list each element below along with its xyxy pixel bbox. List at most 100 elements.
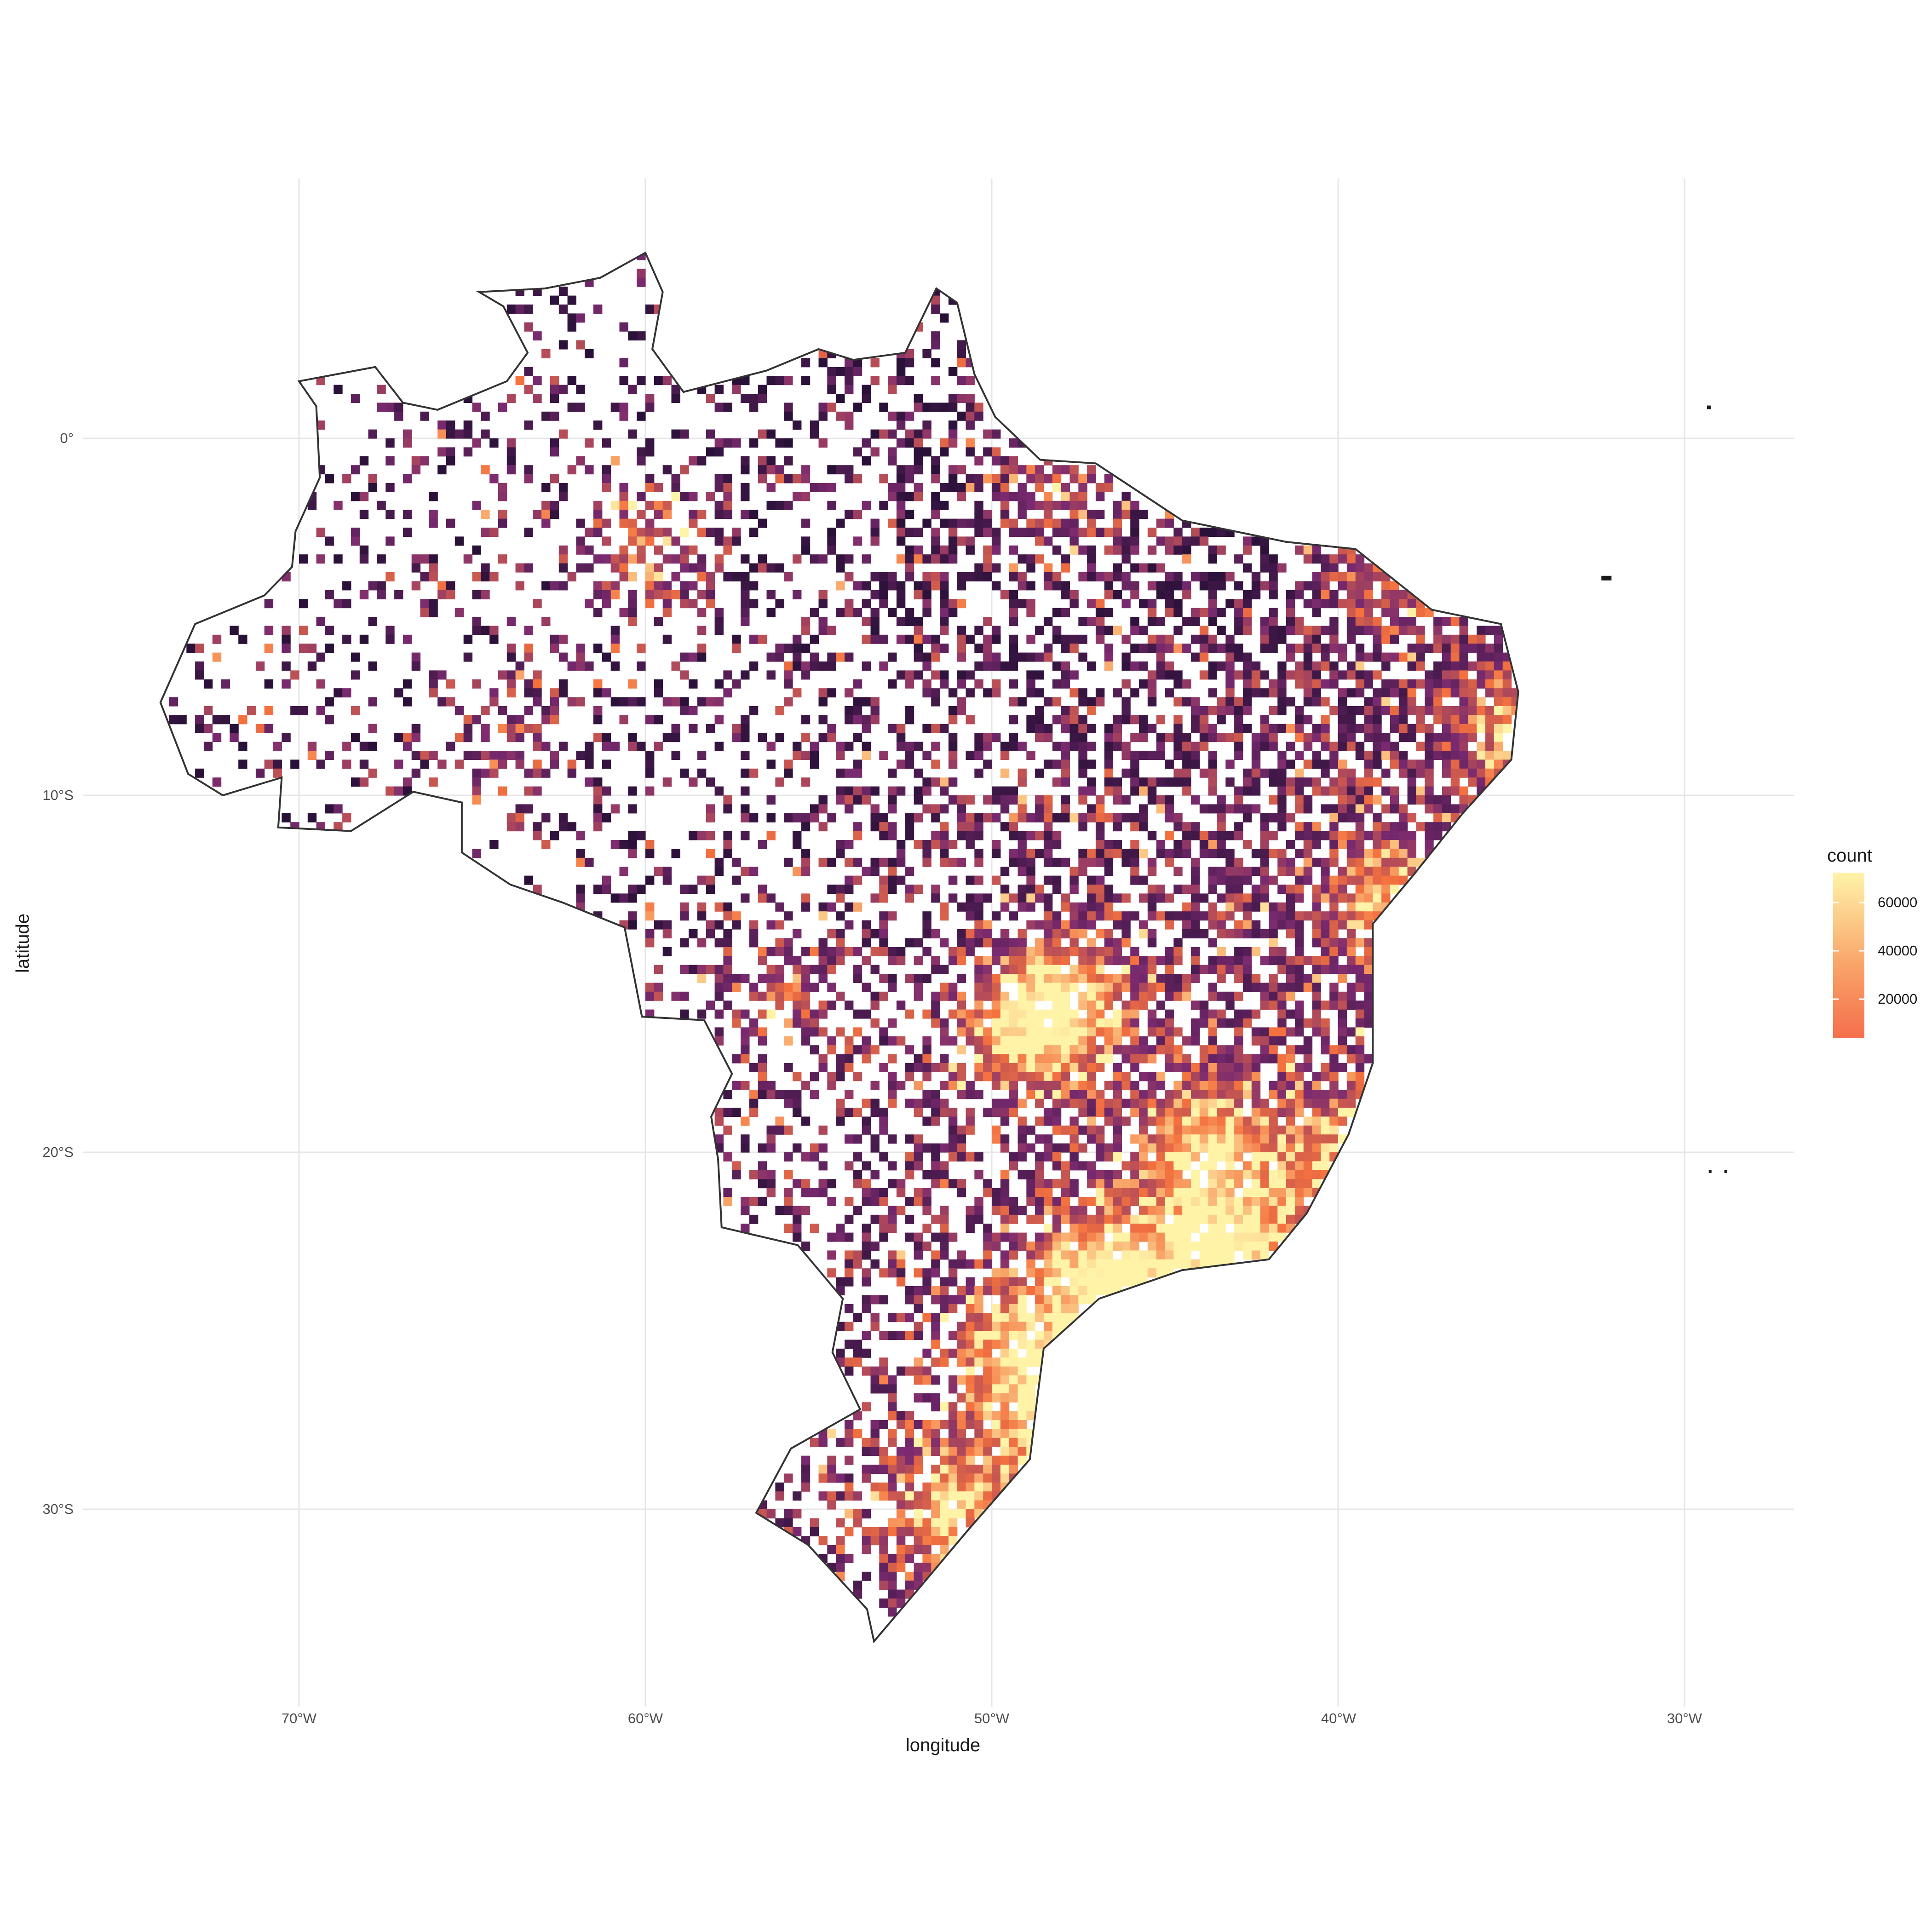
heatmap-cell	[741, 974, 750, 983]
heatmap-cell	[429, 688, 438, 698]
heatmap-cell	[1442, 733, 1451, 742]
heatmap-cell	[654, 867, 663, 876]
heatmap-cell	[1494, 724, 1503, 733]
heatmap-cell	[1242, 813, 1252, 822]
heatmap-cell	[1373, 893, 1382, 903]
heatmap-cell	[1087, 1224, 1096, 1233]
heatmap-cell	[1251, 920, 1261, 930]
heatmap-cell	[541, 706, 551, 715]
heatmap-cell	[1147, 965, 1157, 974]
heatmap-cell	[1070, 500, 1079, 510]
heatmap-cell	[1494, 626, 1503, 635]
heatmap-cell	[940, 902, 949, 912]
heatmap-cell	[1121, 599, 1131, 609]
heatmap-cell	[1095, 849, 1105, 858]
heatmap-cell	[1217, 1009, 1226, 1019]
heatmap-cell	[1260, 554, 1269, 564]
heatmap-cell	[758, 893, 767, 903]
heatmap-cell	[619, 563, 628, 573]
heatmap-cell	[671, 590, 680, 599]
heatmap-cell	[1364, 670, 1373, 680]
heatmap-cell	[983, 1242, 992, 1251]
heatmap-cell	[567, 322, 576, 332]
heatmap-cell	[1070, 813, 1079, 822]
heatmap-cell	[1234, 867, 1243, 876]
heatmap-cell	[1095, 831, 1105, 840]
heatmap-cell	[1009, 456, 1018, 466]
heatmap-cell	[1182, 786, 1191, 796]
heatmap-cell	[1329, 813, 1339, 822]
heatmap-cell	[1208, 1161, 1217, 1171]
heatmap-cell	[1208, 634, 1217, 644]
heatmap-cell	[1070, 1018, 1079, 1028]
heatmap-cell	[394, 759, 403, 769]
heatmap-cell	[1468, 751, 1477, 760]
heatmap-cell	[1269, 679, 1278, 689]
heatmap-cell	[1338, 965, 1347, 974]
heatmap-cell	[1346, 956, 1356, 966]
heatmap-cell	[1364, 893, 1373, 903]
heatmap-cell	[1251, 1250, 1261, 1260]
heatmap-cell	[1095, 1063, 1105, 1072]
heatmap-cell	[1191, 1072, 1200, 1081]
heatmap-cell	[671, 724, 680, 733]
heatmap-cell	[1061, 1072, 1070, 1081]
heatmap-cell	[1000, 885, 1010, 894]
heatmap-cell	[602, 483, 611, 492]
heatmap-cell	[1070, 1286, 1079, 1295]
heatmap-cell	[1381, 679, 1391, 689]
heatmap-cell	[1165, 956, 1174, 966]
heatmap-cell	[1018, 554, 1027, 564]
heatmap-cell	[914, 1063, 923, 1072]
heatmap-cell	[1104, 1116, 1114, 1126]
heatmap-cell	[974, 849, 983, 858]
heatmap-cell	[714, 528, 724, 537]
heatmap-cell	[905, 1161, 914, 1171]
heatmap-cell	[437, 581, 447, 591]
heatmap-cell	[992, 795, 1001, 805]
heatmap-cell	[1373, 849, 1382, 858]
heatmap-cell	[1450, 652, 1460, 662]
heatmap-cell	[983, 974, 992, 983]
heatmap-cell	[610, 634, 620, 644]
heatmap-cell	[1303, 1081, 1313, 1090]
heatmap-cell	[1087, 911, 1096, 921]
heatmap-cell	[1173, 1197, 1183, 1206]
heatmap-cell	[810, 652, 819, 662]
heatmap-cell	[1338, 670, 1347, 680]
heatmap-cell	[1000, 795, 1010, 805]
heatmap-cell	[888, 1098, 897, 1108]
heatmap-cell	[1173, 1116, 1183, 1126]
heatmap-cell	[1338, 706, 1347, 715]
heatmap-cell	[1242, 804, 1252, 814]
heatmap-cell	[1502, 697, 1512, 707]
heatmap-cell	[1286, 920, 1295, 930]
heatmap-cell	[1355, 867, 1365, 876]
heatmap-cell	[714, 938, 724, 948]
heatmap-cell	[896, 465, 906, 475]
heatmap-cell	[1043, 1108, 1053, 1117]
heatmap-cell	[827, 1250, 836, 1260]
heatmap-cell	[1450, 688, 1460, 698]
heatmap-cell	[1121, 1116, 1131, 1126]
heatmap-cell	[1260, 1143, 1269, 1153]
heatmap-cell	[853, 1009, 862, 1019]
heatmap-cell	[931, 831, 940, 840]
heatmap-cell	[1113, 1232, 1122, 1242]
heatmap-cell	[1018, 902, 1027, 912]
heatmap-cell	[195, 724, 204, 733]
heatmap-cell	[1026, 1214, 1035, 1224]
heatmap-cell	[1139, 733, 1148, 742]
heatmap-cell	[1321, 911, 1330, 921]
heatmap-cell	[801, 867, 811, 876]
heatmap-cell	[1225, 777, 1235, 787]
heatmap-cell	[1104, 545, 1114, 555]
heatmap-cell	[853, 974, 862, 983]
heatmap-cell	[862, 1224, 871, 1233]
heatmap-cell	[853, 367, 862, 376]
heatmap-cell	[1070, 1259, 1079, 1269]
heatmap-cell	[1260, 885, 1269, 894]
heatmap-cell	[983, 644, 992, 653]
heatmap-cell	[368, 661, 377, 671]
heatmap-cell	[818, 483, 828, 492]
